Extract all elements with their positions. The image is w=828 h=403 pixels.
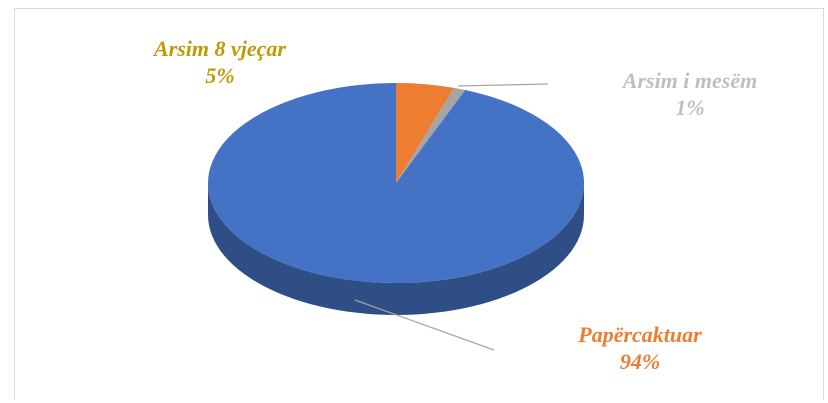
slice-label-name: Arsim 8 vjeçar [154,36,286,61]
leader-line-slice-arsim-i-mesem [457,83,549,87]
slice-label-value: 94% [619,349,661,374]
slice-label-value: 5% [205,63,235,88]
slice-arsim-8-vjecar [396,83,455,183]
slice-arsim-i-mesem [396,87,466,183]
slice-papercaktuar [208,83,585,283]
chart-frame [14,8,824,400]
slice-label-name: Arsim i mesëm [622,68,758,93]
slice-papercaktuar-side [208,183,584,315]
slice-label-papercaktuar: Papërcaktuar 94% [540,321,740,375]
leader-line-slice-papercaktuar [354,299,495,351]
slice-label-value: 1% [675,95,705,120]
slice-label-arsim-i-mesem: Arsim i mesëm 1% [590,67,790,121]
slice-label-name: Papërcaktuar [578,322,702,347]
slice-label-arsim-8-vjecar: Arsim 8 vjeçar 5% [120,35,320,89]
